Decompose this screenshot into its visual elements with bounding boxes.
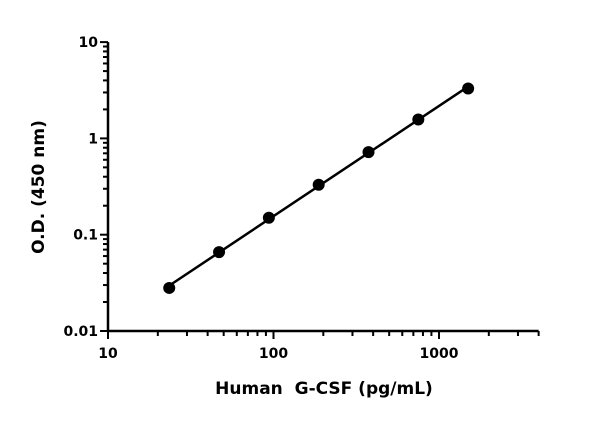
data-point	[312, 178, 325, 191]
data-point	[412, 113, 425, 126]
y-tick-label: 0.1	[73, 228, 98, 244]
x-tick-label: 100	[259, 346, 288, 362]
y-axis-title: O.D. (450 nm)	[29, 120, 49, 254]
x-axis-title: Human G-CSF (pg/mL)	[215, 379, 433, 399]
data-point	[362, 146, 375, 159]
data-point	[462, 82, 475, 95]
data-marks	[163, 82, 475, 294]
axes	[100, 41, 540, 339]
data-point	[213, 246, 226, 259]
x-tick-label: 10	[98, 346, 118, 362]
y-tick-label: 1	[88, 131, 98, 147]
y-tick-label: 10	[79, 35, 99, 51]
data-point	[262, 211, 275, 224]
y-tick-label: 0.01	[63, 324, 98, 340]
data-point	[163, 281, 176, 294]
x-tick-label: 1000	[420, 346, 459, 362]
tick-labels: 10 100 1000 0.01 0.1 1 10	[63, 35, 458, 362]
